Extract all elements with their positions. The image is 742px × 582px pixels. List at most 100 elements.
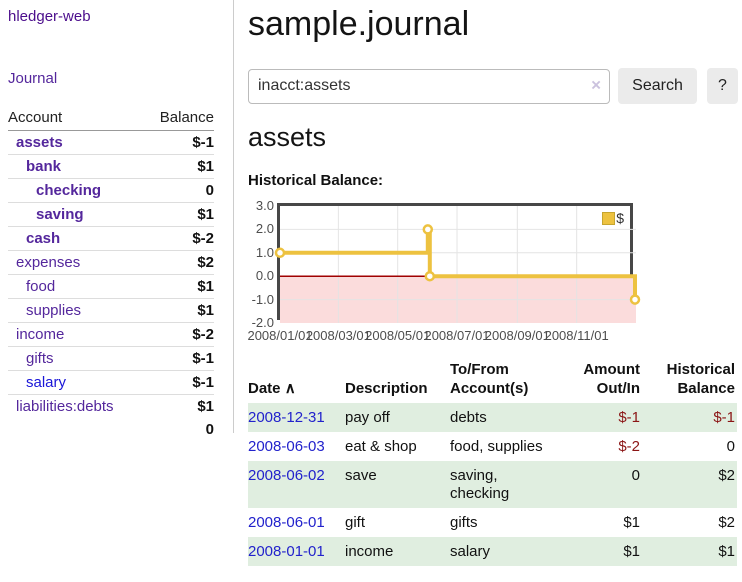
x-axis-tick-label: 2008/03/01 bbox=[305, 328, 371, 343]
account-column-header: Account bbox=[8, 106, 145, 131]
chart-legend: $ bbox=[601, 210, 625, 226]
account-link-income[interactable]: income bbox=[16, 326, 65, 343]
account-name-cell: supplies bbox=[8, 298, 145, 323]
y-axis-tick-label: 0.0 bbox=[255, 267, 274, 283]
amount-header-line1: Amount bbox=[583, 361, 640, 378]
amount-column-header: Amount Out/In bbox=[568, 358, 642, 403]
account-balance: $-1 bbox=[144, 370, 214, 395]
historical-balance-chart: $ 3.0 2.0 1.0 0.0 -1.0 -2.0 2008/01/01 2008/03/… bbox=[247, 198, 678, 348]
transaction-date-cell: 2008-06-03 bbox=[248, 432, 345, 461]
brand-link[interactable]: hledger-web bbox=[8, 8, 91, 25]
account-link-liabilitiesdebts[interactable]: liabilities:debts bbox=[16, 398, 114, 415]
chart-svg bbox=[274, 206, 641, 323]
register-header-row: Date ∧ Description To/From Account(s) Amo… bbox=[248, 358, 737, 403]
sidebar-account-row: bank $1 bbox=[8, 154, 214, 179]
register-body: 2008-12-31 pay off debts $-1 $-1 2008-06-03 ea… bbox=[248, 403, 737, 566]
account-link-supplies[interactable]: supplies bbox=[26, 302, 82, 319]
transaction-date-link[interactable]: 2008-01-01 bbox=[248, 543, 325, 560]
balance-header-line2: Balance bbox=[677, 380, 735, 397]
sidebar-account-row: gifts $-1 bbox=[8, 346, 214, 371]
account-balance: 0 bbox=[144, 178, 214, 203]
account-link-expenses[interactable]: expenses bbox=[16, 254, 81, 271]
search-input[interactable] bbox=[248, 68, 610, 104]
data-point-marker bbox=[424, 270, 436, 282]
accounts-header-line2: Account(s) bbox=[450, 380, 529, 397]
account-name-cell: salary bbox=[8, 370, 145, 395]
account-heading: assets bbox=[248, 122, 327, 152]
sidebar-account-row: saving $1 bbox=[8, 202, 214, 227]
transaction-accounts: saving, checking bbox=[450, 467, 510, 502]
transaction-balance: $2 bbox=[718, 467, 735, 484]
sidebar-item-journal[interactable]: Journal bbox=[8, 70, 58, 87]
transaction-accounts: debts bbox=[450, 409, 487, 426]
accounts-column-header: To/From Account(s) bbox=[450, 358, 568, 403]
account-link-gifts[interactable]: gifts bbox=[26, 350, 54, 367]
transaction-amount: $1 bbox=[623, 514, 640, 531]
sidebar-account-row: supplies $1 bbox=[8, 298, 214, 323]
transaction-date-link[interactable]: 2008-12-31 bbox=[248, 409, 325, 426]
register-row: 2008-12-31 pay off debts $-1 $-1 bbox=[248, 403, 737, 432]
clear-search-icon[interactable]: × bbox=[591, 75, 601, 95]
data-point-marker bbox=[629, 294, 641, 305]
transaction-amount: 0 bbox=[631, 467, 640, 484]
total-spacer bbox=[8, 418, 144, 441]
account-balance: $-2 bbox=[144, 226, 214, 251]
sidebar-account-row: liabilities:debts $1 bbox=[8, 394, 214, 418]
transaction-date-link[interactable]: 2008-06-01 bbox=[248, 514, 325, 531]
x-axis-tick-label: 2008/09/01 bbox=[484, 328, 550, 343]
transaction-date-link[interactable]: 2008-06-03 bbox=[248, 438, 325, 455]
transaction-date-link[interactable]: 2008-06-02 bbox=[248, 467, 325, 484]
account-balance: $2 bbox=[144, 250, 214, 275]
sidebar-divider bbox=[233, 0, 234, 433]
account-balance: $-2 bbox=[144, 322, 214, 347]
transaction-date-cell: 2008-12-31 bbox=[248, 403, 345, 432]
sort-asc-icon: ∧ bbox=[284, 380, 296, 397]
account-balance: $1 bbox=[144, 298, 214, 323]
account-link-saving[interactable]: saving bbox=[36, 206, 84, 223]
account-balance: $-1 bbox=[192, 134, 214, 151]
legend-swatch bbox=[602, 211, 616, 225]
account-link-checking[interactable]: checking bbox=[36, 182, 102, 199]
account-name-cell: income bbox=[8, 322, 145, 347]
transaction-date-cell: 2008-06-01 bbox=[248, 508, 345, 537]
account-link-cash[interactable]: cash bbox=[26, 230, 61, 247]
y-axis-tick-label: 1.0 bbox=[255, 244, 274, 260]
account-link-bank[interactable]: bank bbox=[26, 158, 62, 175]
transaction-accounts: gifts bbox=[450, 514, 478, 531]
page-title: sample.journal bbox=[248, 5, 470, 43]
account-name-cell: cash bbox=[8, 226, 145, 251]
register-table: Date ∧ Description To/From Account(s) Amo… bbox=[248, 358, 737, 566]
sidebar-account-row: income $-2 bbox=[8, 322, 214, 347]
sidebar-account-row: expenses $2 bbox=[8, 250, 214, 275]
register-row: 2008-01-01 income salary $1 $1 bbox=[248, 537, 737, 566]
account-link-food[interactable]: food bbox=[26, 278, 56, 295]
transaction-description: eat & shop bbox=[345, 438, 417, 455]
account-name-cell: saving bbox=[8, 202, 145, 227]
transaction-accounts: food, supplies bbox=[450, 438, 543, 455]
sidebar-accounts-body: assets $-1 bank $1 checking 0 saving $1 cash $-2 e… bbox=[8, 131, 214, 418]
legend-label: $ bbox=[616, 210, 624, 226]
transaction-balance: $1 bbox=[718, 543, 735, 560]
transaction-balance: 0 bbox=[726, 438, 735, 455]
transaction-date-cell: 2008-01-01 bbox=[248, 537, 345, 566]
account-link-assets[interactable]: assets bbox=[16, 134, 63, 151]
data-point-marker bbox=[422, 224, 434, 235]
account-name-cell: assets bbox=[8, 131, 144, 155]
transaction-amount: $-1 bbox=[618, 409, 640, 426]
search-button[interactable]: Search bbox=[618, 68, 697, 104]
y-axis-tick-label: -1.0 bbox=[251, 291, 274, 307]
chart-plot-area: $ bbox=[274, 203, 641, 323]
data-point-marker bbox=[274, 247, 286, 259]
account-link-salary[interactable]: salary bbox=[26, 374, 67, 391]
date-column-header[interactable]: Date ∧ bbox=[248, 358, 345, 403]
transaction-amount: $-2 bbox=[618, 438, 640, 455]
balance-column-header: Balance bbox=[144, 106, 214, 131]
account-balance: $1 bbox=[144, 394, 214, 418]
sidebar-total-row: 0 bbox=[8, 418, 214, 441]
sidebar-accounts-table: Account Balance assets $-1 bank $1 checking 0… bbox=[8, 106, 214, 441]
date-header-label: Date bbox=[248, 380, 281, 397]
help-button[interactable]: ? bbox=[707, 68, 738, 104]
transaction-balance: $2 bbox=[718, 514, 735, 531]
chart-title: Historical Balance: bbox=[248, 172, 384, 189]
